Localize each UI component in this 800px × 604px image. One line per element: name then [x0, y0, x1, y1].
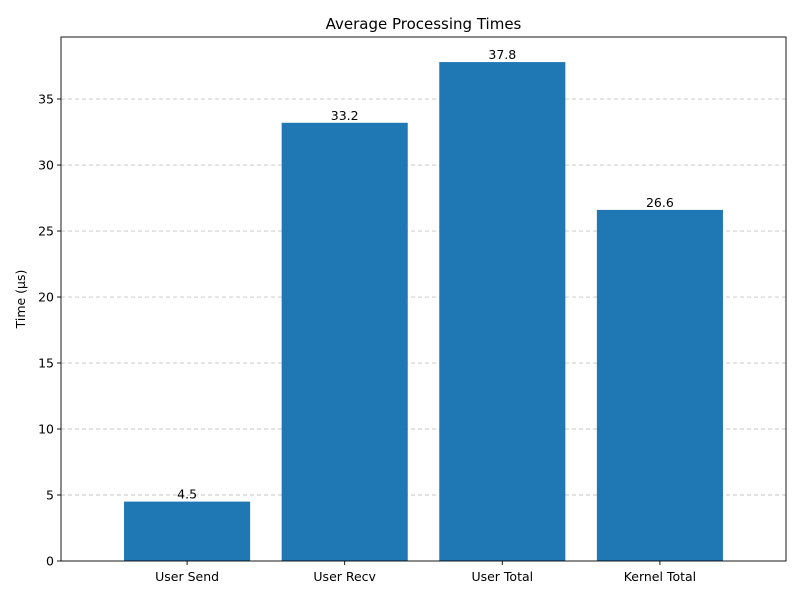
plot-frame	[60, 36, 787, 562]
bar-value-label: 37.8	[488, 47, 516, 62]
x-tick-label: Kernel Total	[624, 569, 696, 584]
bar	[596, 209, 723, 561]
x-tick-label: User Total	[471, 569, 533, 584]
y-tick-label: 15	[38, 356, 54, 371]
bars	[124, 62, 723, 561]
bar-value-label: 4.5	[177, 487, 197, 502]
bar	[281, 122, 408, 561]
x-tick-label: User Recv	[313, 569, 376, 584]
bar	[439, 62, 566, 561]
bar-value-label: 33.2	[331, 108, 359, 123]
y-tick-label: 20	[38, 290, 54, 305]
y-axis: 0 5 10 15 20 25 30 35	[38, 92, 61, 569]
y-tick-label: 35	[38, 92, 54, 107]
bar-value-label: 26.6	[646, 195, 674, 210]
y-tick-label: 25	[38, 224, 54, 239]
bar	[124, 501, 251, 561]
chart-title: Average Processing Times	[326, 15, 522, 33]
y-axis-title: Time (µs)	[13, 270, 28, 330]
x-tick-label: User Send	[155, 569, 219, 584]
bar-value-labels: 4.5 33.2 37.8 26.6	[177, 47, 674, 502]
y-tick-label: 5	[46, 488, 54, 503]
y-tick-label: 10	[38, 422, 54, 437]
y-tick-label: 0	[46, 554, 54, 569]
x-axis: User Send User Recv User Total Kernel Total	[155, 561, 696, 584]
y-tick-label: 30	[38, 158, 54, 173]
